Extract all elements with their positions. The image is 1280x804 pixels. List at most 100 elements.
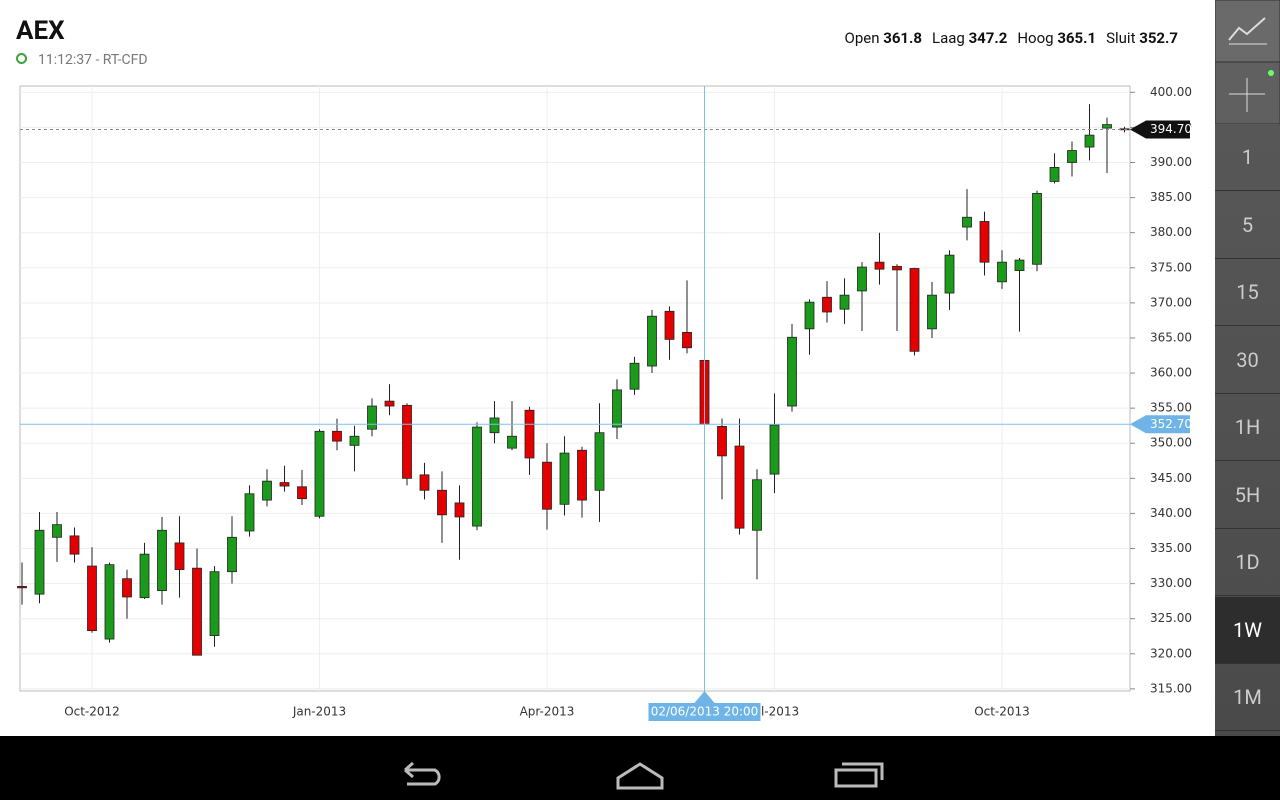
candle-body — [349, 435, 360, 446]
interval-button[interactable]: 30 — [1215, 327, 1280, 394]
candle-body — [979, 221, 990, 263]
x-tick-label: Jan-2013 — [292, 705, 346, 719]
candle-body — [297, 486, 307, 500]
candle-body — [1014, 259, 1025, 271]
interval-button[interactable]: 1M — [1215, 664, 1280, 731]
candle-body — [489, 417, 500, 434]
candle-body — [944, 254, 955, 294]
stat-label: Laag — [932, 29, 965, 47]
y-tick-label: 370.00 — [1150, 295, 1192, 309]
stat-label: Sluit — [1106, 29, 1136, 47]
y-tick-label: 315.00 — [1150, 681, 1192, 695]
candle-body — [629, 362, 640, 390]
recent-button[interactable] — [834, 762, 884, 788]
candle-body — [34, 529, 45, 595]
candle-body — [892, 265, 902, 271]
candle-body — [717, 426, 727, 457]
crosshair-y-tag — [1130, 415, 1190, 434]
instrument-title: AEX — [16, 16, 65, 46]
candle-body — [104, 564, 115, 640]
candle-body — [332, 430, 342, 442]
stat-label: Open — [844, 29, 880, 47]
y-tick-label: 325.00 — [1150, 611, 1192, 625]
candle-body — [962, 216, 972, 228]
candle-body — [822, 296, 832, 313]
interval-button[interactable]: 1D — [1215, 529, 1280, 596]
candle-body — [927, 294, 937, 330]
candle-body — [594, 432, 605, 491]
stat-label: Hoog — [1017, 29, 1054, 47]
candle-body — [384, 400, 395, 407]
interval-button[interactable]: 15 — [1215, 259, 1280, 326]
candle-body — [1032, 192, 1042, 265]
home-button[interactable] — [616, 762, 664, 790]
candle-body — [1067, 150, 1077, 163]
interval-button[interactable]: 1H — [1215, 394, 1280, 461]
tool-icons — [1215, 0, 1280, 124]
stat-value: 365.1 — [1057, 29, 1097, 47]
y-tick-label: 390.00 — [1150, 155, 1192, 169]
status-text: 11:12:37 - RT-CFD — [38, 52, 148, 68]
y-tick-label: 365.00 — [1150, 330, 1192, 344]
candle-body — [734, 445, 745, 529]
candle-body — [402, 404, 412, 479]
ohlc-stats: Open 361.8 Laag 347.2 Hoog 365.1 Sluit 352.… — [845, 29, 1189, 47]
candle-body — [437, 489, 447, 516]
chart: 315.00 320.00 325.00 330.00 335.00 340.00 345.… — [17, 85, 1192, 721]
stat-value: 352.7 — [1139, 29, 1178, 47]
crosshair-y-label: 352.70 — [1150, 417, 1192, 431]
nav-icons — [404, 761, 884, 790]
candle-body — [507, 435, 517, 449]
candle-body — [839, 294, 850, 310]
nav-bar — [0, 736, 1280, 800]
candle-body — [787, 336, 797, 407]
candle-body — [997, 261, 1007, 283]
sidebar: 1 5 15 30 1H 5H 1D 1W 1M — [1215, 0, 1280, 736]
crosshair-x-label: 02/06/2013 20:00 — [651, 705, 759, 719]
candle-body — [664, 310, 675, 340]
candle-body — [909, 268, 920, 352]
candle-body — [1102, 124, 1112, 129]
candle-body — [192, 567, 202, 656]
y-tick-label: 340.00 — [1150, 506, 1192, 520]
candle-body — [1084, 134, 1095, 148]
interval-button[interactable]: 5H — [1215, 462, 1280, 529]
candle-body — [52, 524, 62, 538]
x-tick-label: Oct-2012 — [64, 705, 120, 719]
candle-body — [227, 536, 237, 573]
x-tick-label: Oct-2013 — [974, 705, 1030, 719]
candle-body — [559, 452, 570, 505]
candle-body — [279, 482, 290, 487]
candle-body — [17, 586, 27, 589]
candle-body — [69, 535, 80, 555]
stat-value: 361.8 — [883, 29, 922, 47]
candle-body — [314, 430, 325, 517]
y-tick-label: 360.00 — [1150, 366, 1192, 380]
candle-body — [874, 261, 885, 270]
candle-body — [174, 542, 185, 570]
last-price-label: 394.70 — [1150, 122, 1192, 136]
candle-body — [244, 493, 255, 532]
back-button[interactable] — [404, 761, 441, 786]
candle-body — [612, 389, 622, 428]
candle-body — [367, 405, 377, 430]
candle-body — [542, 461, 552, 510]
candle-body — [647, 315, 657, 367]
y-tick-label: 380.00 — [1150, 225, 1192, 239]
candle-body — [139, 553, 150, 599]
candle-body — [752, 479, 762, 531]
y-tick-label: 385.00 — [1150, 190, 1192, 204]
y-tick-label: 345.00 — [1150, 471, 1192, 485]
candle-body — [524, 409, 535, 459]
x-tick-label: Apr-2013 — [520, 705, 575, 719]
y-tick-label: 350.00 — [1150, 436, 1192, 450]
interval-button[interactable]: 1 — [1215, 124, 1280, 191]
y-tick-label: 375.00 — [1150, 260, 1192, 274]
interval-button[interactable]: 5 — [1215, 192, 1280, 259]
clock-icon — [16, 53, 27, 64]
candle-body — [769, 424, 780, 475]
y-tick-label: 330.00 — [1150, 576, 1192, 590]
x-tick-label: Jul-2013 — [749, 705, 799, 719]
interval-button[interactable]: 1W — [1215, 596, 1280, 664]
